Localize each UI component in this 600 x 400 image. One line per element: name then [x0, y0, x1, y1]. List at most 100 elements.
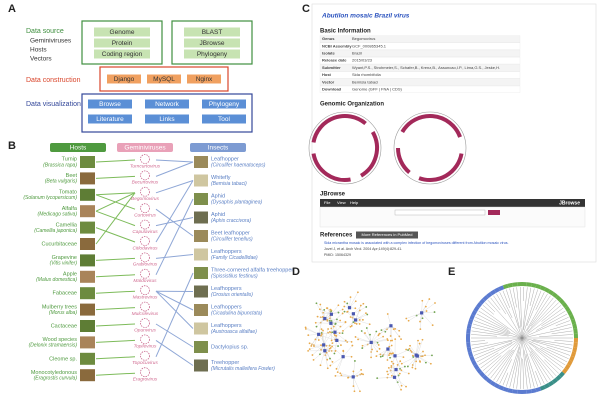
- network-node: [384, 330, 387, 333]
- host-species: (Delonix stramaensis): [29, 343, 78, 349]
- network-edge: [336, 340, 352, 343]
- network-edge: [421, 302, 436, 314]
- network-edge: [318, 316, 323, 335]
- tree-ring: [471, 310, 477, 317]
- virus-insect-link: [155, 290, 194, 311]
- info-value: 2015/03/23: [352, 58, 373, 63]
- network-edge: [387, 313, 392, 326]
- tree-branch: [508, 337, 523, 354]
- tree-ring: [486, 292, 493, 299]
- tree-branch: [521, 311, 546, 339]
- insect-name: Leafhoppers: [211, 249, 242, 255]
- network-node: [388, 354, 390, 356]
- network-node: [387, 366, 390, 369]
- network-node: [354, 336, 357, 338]
- network-node: [319, 353, 321, 356]
- host-name: Apple: [63, 271, 77, 277]
- tree-ring: [567, 310, 573, 317]
- tree-branch: [531, 307, 564, 331]
- info-row: [319, 49, 521, 57]
- network-node: [328, 330, 331, 333]
- network-edge: [319, 309, 332, 315]
- tree-ring: [479, 371, 486, 378]
- network-node: [407, 372, 410, 375]
- network-node: [343, 300, 346, 303]
- network-hub: [415, 354, 419, 358]
- info-row: [319, 64, 521, 72]
- network-edge: [395, 369, 402, 386]
- network-hub: [389, 324, 393, 328]
- host-name: Beet: [66, 173, 78, 179]
- tree-branch: [521, 325, 527, 339]
- tree-branch: [526, 351, 538, 387]
- source-button-label: Genome: [110, 29, 135, 36]
- insect-name: Dactylopius sp.: [211, 344, 249, 350]
- network-node: [330, 339, 333, 342]
- network-edge: [377, 377, 395, 379]
- host-name: Grapevine: [52, 255, 77, 261]
- host-species: (Morus alba): [49, 310, 77, 316]
- tree-branch: [472, 327, 513, 337]
- network-edge: [394, 349, 409, 356]
- network-node: [407, 349, 409, 351]
- tree-ring: [473, 364, 480, 371]
- host-name: Monocotyledonous: [31, 370, 77, 376]
- tree-branch: [502, 372, 509, 386]
- network-node: [333, 352, 336, 355]
- host-thumbnail: [80, 188, 95, 201]
- insect-species: (Family Cicadellidae): [211, 255, 258, 261]
- tree-branch: [487, 299, 502, 316]
- virus-insect-link: [155, 198, 194, 276]
- tree-branch: [472, 339, 513, 349]
- tree-branch: [520, 287, 522, 327]
- gene-arc: [396, 147, 411, 175]
- network-edge: [355, 313, 367, 321]
- network-node: [350, 325, 353, 327]
- host-virus-link: [95, 175, 136, 179]
- tree-branch: [530, 297, 554, 327]
- network-hub: [335, 338, 339, 342]
- tree-branch: [529, 288, 535, 307]
- gene-arc: [359, 131, 379, 178]
- insect-species: (Orosius orientalis): [211, 292, 253, 298]
- tree-branch: [476, 343, 513, 363]
- network-edge: [421, 311, 435, 314]
- tree-ring: [561, 367, 568, 374]
- network-edge: [349, 297, 351, 308]
- tree-branch: [526, 295, 551, 331]
- network-node: [350, 340, 353, 343]
- host-thumbnail: [80, 320, 95, 332]
- source-button: [94, 49, 150, 59]
- network-node: [412, 356, 415, 358]
- network-hub: [333, 330, 337, 334]
- network-edge: [355, 319, 370, 325]
- network-node: [406, 365, 409, 368]
- virus-name: Capulavirus: [132, 229, 158, 235]
- host-name: Tomato: [59, 189, 77, 195]
- network-edge: [336, 356, 344, 369]
- info-row: [319, 42, 521, 50]
- virus-insect-link: [155, 180, 194, 194]
- tree-branch: [480, 307, 493, 317]
- tree-ring: [539, 385, 546, 391]
- tree-branch: [516, 346, 522, 389]
- host-thumbnail: [80, 205, 95, 218]
- network-node: [389, 335, 392, 337]
- network-node: [382, 335, 385, 338]
- info-key: Download: [322, 86, 342, 91]
- network-node: [421, 355, 424, 358]
- network-node: [418, 342, 421, 345]
- host-thumbnail: [80, 352, 95, 365]
- insect-thumbnail: [194, 304, 208, 316]
- network-node: [320, 328, 323, 331]
- tree-branch: [521, 337, 554, 353]
- network-node: [422, 350, 424, 353]
- insect-name: Leafhoppers: [211, 323, 242, 329]
- section-title: Data source: [26, 28, 64, 35]
- visualization-button-label: Phylogeny: [209, 101, 240, 108]
- network-node: [334, 334, 336, 337]
- insect-thumbnail: [194, 359, 208, 372]
- tree-branch: [550, 323, 572, 331]
- network-node: [376, 377, 379, 380]
- tree-branch: [512, 287, 517, 308]
